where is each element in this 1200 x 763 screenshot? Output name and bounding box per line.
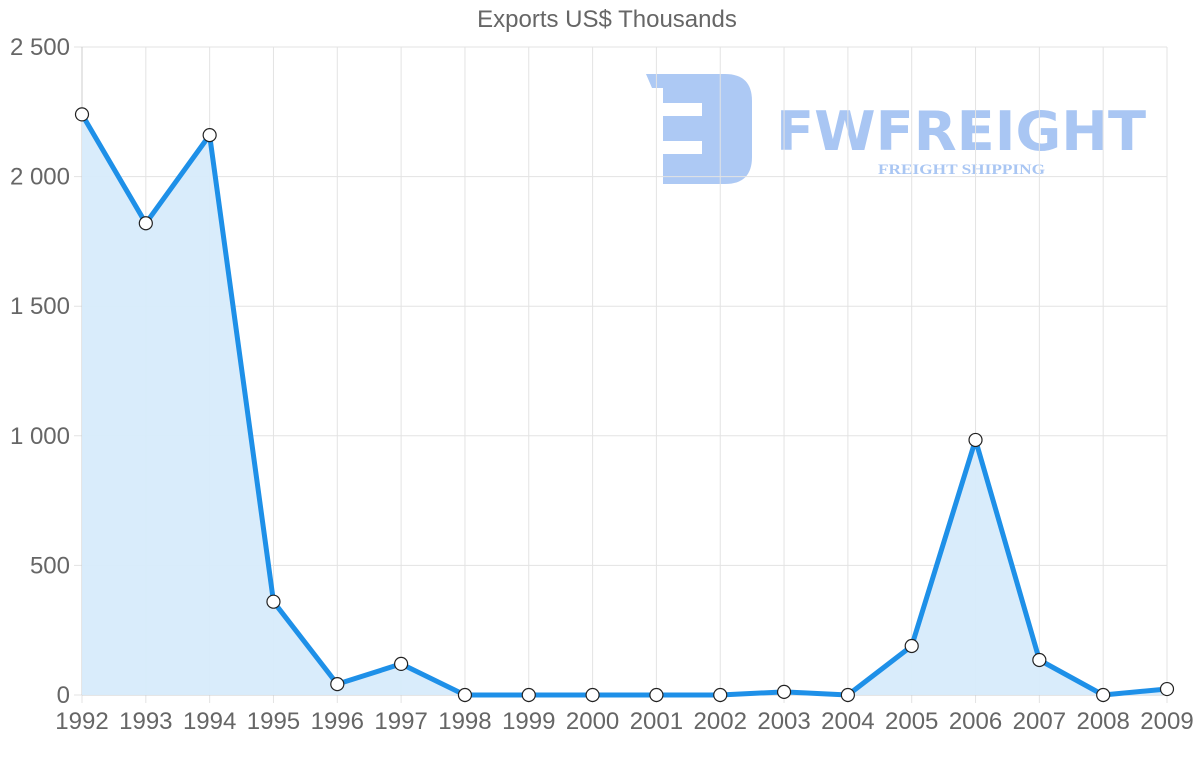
data-point[interactable] bbox=[840, 687, 855, 703]
y-tick-label: 0 bbox=[57, 682, 70, 709]
y-tick-label: 2 000 bbox=[10, 164, 70, 191]
data-point[interactable] bbox=[521, 687, 536, 703]
data-point[interactable] bbox=[266, 594, 281, 609]
data-point[interactable] bbox=[1032, 652, 1047, 668]
y-tick-label: 1 500 bbox=[10, 293, 70, 320]
data-point[interactable] bbox=[457, 687, 473, 703]
y-tick-label: 500 bbox=[30, 552, 70, 579]
logo-mark-icon bbox=[646, 74, 752, 184]
x-tick-label: 2009 bbox=[1140, 708, 1193, 735]
data-point[interactable] bbox=[74, 107, 90, 122]
y-tick-label: 1 000 bbox=[10, 423, 70, 450]
x-tick-label: 2005 bbox=[885, 708, 938, 735]
data-point[interactable] bbox=[776, 684, 792, 699]
data-point[interactable] bbox=[968, 432, 983, 448]
data-point[interactable] bbox=[394, 656, 409, 671]
y-tick-label: 2 500 bbox=[10, 34, 70, 61]
x-tick-label: 2000 bbox=[566, 708, 619, 735]
x-tick-label: 1992 bbox=[55, 708, 108, 735]
x-tick-label: 2001 bbox=[630, 708, 683, 735]
data-point[interactable] bbox=[649, 687, 664, 703]
x-tick-label: 2002 bbox=[694, 708, 747, 735]
watermark-tagline: FREIGHT SHIPPING bbox=[878, 162, 1045, 178]
data-point[interactable] bbox=[330, 677, 345, 692]
x-tick-label: 1995 bbox=[247, 708, 300, 735]
data-line bbox=[79, 113, 1168, 698]
x-tick-label: 2004 bbox=[821, 708, 874, 735]
x-tick-label: 2008 bbox=[1076, 708, 1129, 735]
x-tick-label: 2006 bbox=[949, 708, 1002, 735]
x-tick-label: 1999 bbox=[502, 708, 555, 735]
x-tick-label: 2003 bbox=[757, 708, 810, 735]
y-axis: 0 500 1 000 1 500 2 000 2 500 bbox=[10, 34, 70, 709]
x-tick-label: 1994 bbox=[183, 708, 236, 735]
area-fill bbox=[82, 114, 1167, 695]
data-point[interactable] bbox=[138, 216, 153, 231]
data-point[interactable] bbox=[585, 687, 600, 703]
data-points bbox=[74, 107, 1175, 703]
data-point[interactable] bbox=[904, 638, 919, 654]
x-tick-label: 1996 bbox=[311, 708, 364, 735]
chart-title: Exports US$ Thousands bbox=[477, 6, 737, 33]
x-tick-label: 1997 bbox=[374, 708, 427, 735]
data-point[interactable] bbox=[202, 128, 217, 143]
data-point[interactable] bbox=[1096, 687, 1111, 703]
x-tick-label: 2007 bbox=[1013, 708, 1066, 735]
data-point[interactable] bbox=[1159, 681, 1175, 697]
watermark-brand: FWFREIGHT bbox=[776, 100, 1146, 163]
x-tick-label: 1998 bbox=[438, 708, 491, 735]
x-tick-label: 1993 bbox=[119, 708, 172, 735]
data-point[interactable] bbox=[713, 687, 728, 703]
x-axis: 1992 1993 1994 1995 1996 1997 1998 1999 2000 2001… bbox=[55, 708, 1193, 735]
